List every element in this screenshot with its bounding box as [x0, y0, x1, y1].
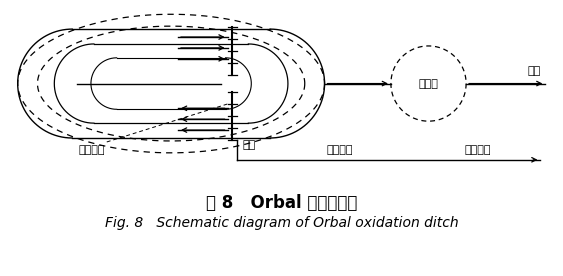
Text: 出水: 出水	[527, 66, 540, 76]
Text: Fig. 8   Schematic diagram of Orbal oxidation ditch: Fig. 8 Schematic diagram of Orbal oxidat…	[105, 216, 458, 230]
Text: 剩余污泥: 剩余污泥	[464, 145, 491, 155]
Text: 进水: 进水	[243, 140, 256, 150]
Text: 曝气转刷: 曝气转刷	[79, 145, 105, 155]
Text: 图 8   Orbal 氧化沟流程: 图 8 Orbal 氧化沟流程	[206, 194, 357, 213]
Text: 回流污泥: 回流污泥	[326, 145, 352, 155]
Text: 二沉池: 二沉池	[418, 79, 439, 89]
